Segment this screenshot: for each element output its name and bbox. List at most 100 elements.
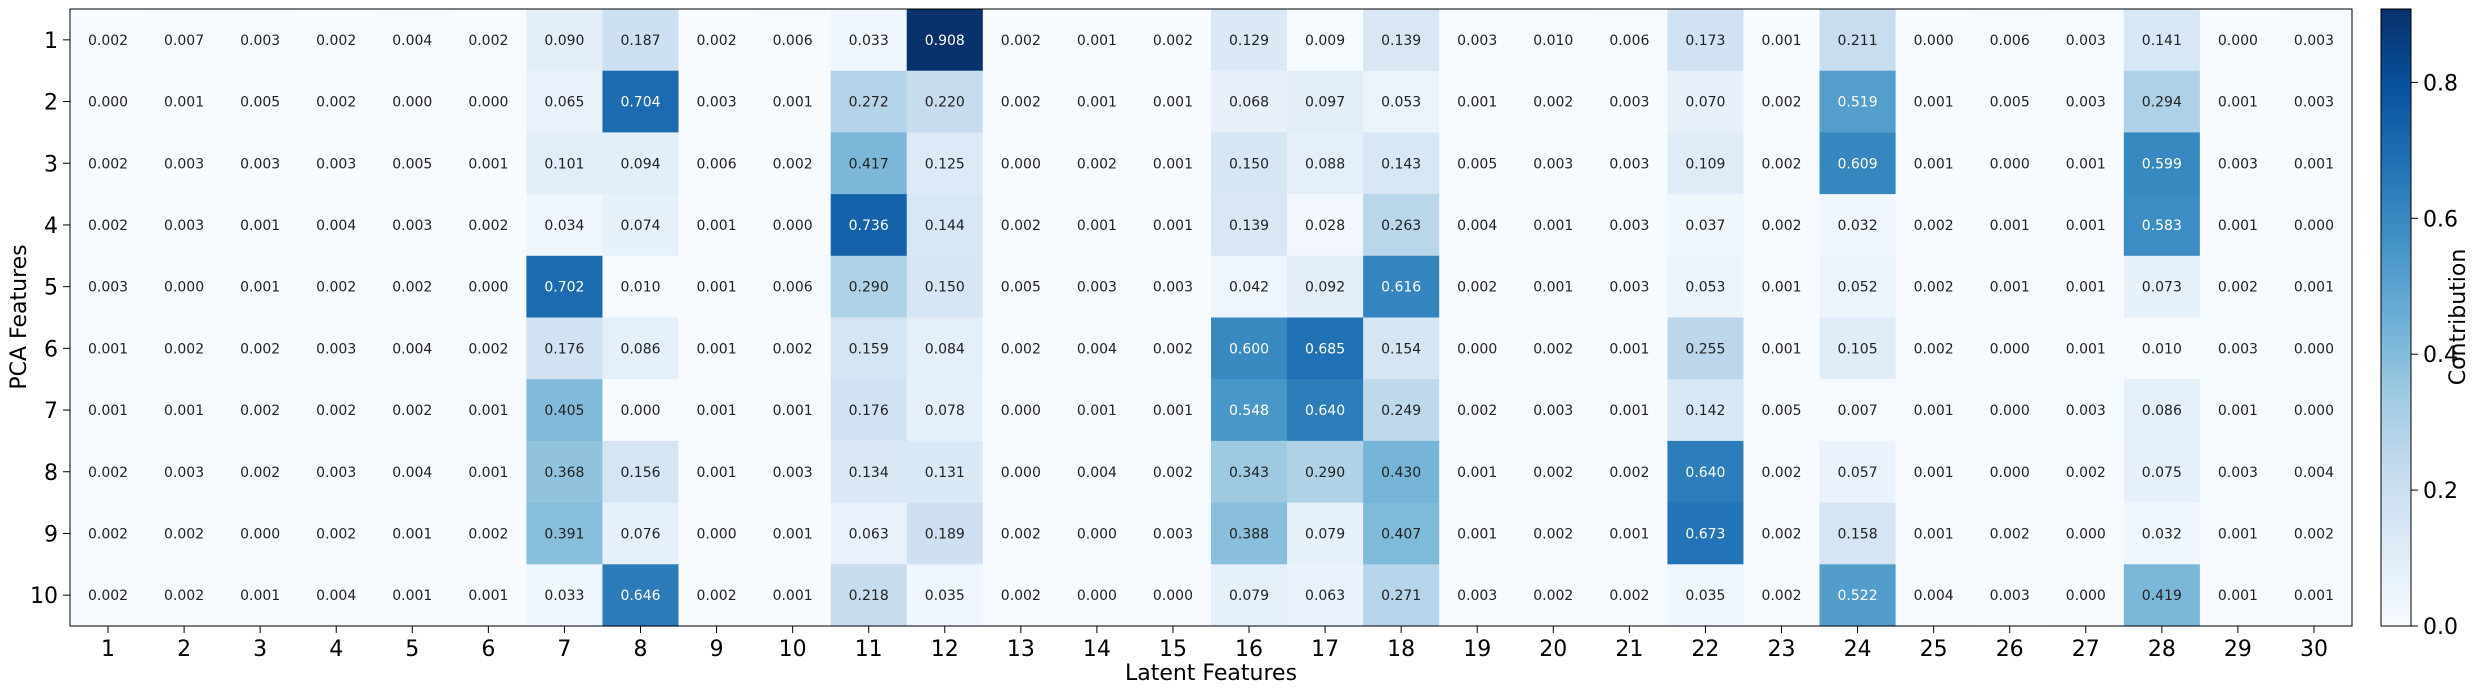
cell-value-label: 0.002	[1001, 588, 1041, 604]
cell-value-label: 0.090	[544, 33, 584, 49]
cell-value-label: 0.685	[1305, 341, 1345, 357]
cell-value-label: 0.006	[773, 33, 813, 49]
heatmap-cell	[678, 317, 756, 380]
heatmap-cell	[450, 379, 527, 442]
heatmap-cell	[754, 440, 832, 504]
heatmap-cell	[2123, 564, 2201, 627]
heatmap-cell	[2047, 70, 2125, 133]
cell-value-label: 0.000	[2066, 588, 2106, 604]
cell-value-label: 0.000	[392, 95, 432, 111]
heatmap-cell	[526, 317, 604, 380]
heatmap-cell	[70, 379, 147, 442]
cell-value-label: 0.001	[1990, 280, 2030, 296]
cell-value-label: 0.063	[1305, 588, 1345, 604]
heatmap-cell	[1819, 70, 1897, 133]
heatmap-cell	[298, 564, 375, 627]
cell-value-label: 0.417	[849, 156, 889, 172]
cell-value-label: 0.084	[925, 341, 965, 357]
cell-value-label: 0.001	[240, 280, 280, 296]
heatmap-cell	[222, 564, 299, 627]
heatmap-cell	[602, 502, 680, 565]
cell-value-label: 0.005	[1761, 403, 1801, 419]
cell-value-label: 0.003	[2066, 403, 2106, 419]
heatmap-cell	[1895, 564, 1973, 627]
heatmap-cell	[1211, 317, 1288, 380]
cell-value-label: 0.042	[1229, 280, 1269, 296]
heatmap-cell	[1211, 9, 1288, 72]
cell-value-label: 0.001	[468, 156, 508, 172]
cell-value-label: 0.002	[1761, 588, 1801, 604]
heatmap-cell	[298, 379, 375, 442]
x-tick-label: 24	[1844, 637, 1872, 662]
heatmap-cell	[146, 132, 223, 195]
colorbar-tick-label: 0.2	[2423, 479, 2458, 504]
cell-value-label: 0.000	[1001, 156, 1041, 172]
cell-value-label: 0.002	[88, 33, 128, 49]
heatmap-cell	[298, 70, 375, 133]
cell-value-label: 0.009	[1305, 33, 1345, 49]
heatmap-cell	[526, 70, 604, 133]
heatmap-cell	[222, 317, 299, 380]
heatmap-cell	[1895, 9, 1973, 72]
cell-value-label: 0.001	[164, 403, 204, 419]
heatmap-cell	[2123, 70, 2201, 133]
cell-value-label: 0.002	[316, 403, 356, 419]
cell-value-label: 0.004	[1457, 218, 1497, 234]
y-tick-label: 1	[44, 29, 58, 54]
heatmap-cell	[830, 440, 908, 504]
cell-value-label: 0.000	[1077, 588, 1117, 604]
heatmap-cell	[2275, 70, 2353, 133]
heatmap-cell	[1667, 255, 1745, 319]
cell-value-label: 0.033	[849, 33, 889, 49]
x-tick-label: 27	[2072, 637, 2100, 662]
heatmap-cell	[1971, 194, 2049, 257]
heatmap-cell	[374, 194, 451, 257]
heatmap-cell	[222, 9, 299, 72]
cell-value-label: 0.176	[544, 341, 584, 357]
cell-value-label: 0.001	[2294, 280, 2334, 296]
heatmap-cell	[1971, 9, 2049, 72]
cell-value-label: 0.002	[1761, 95, 1801, 111]
heatmap-cell	[526, 194, 604, 257]
heatmap-cell	[1819, 9, 1897, 72]
heatmap-cell	[1667, 132, 1745, 195]
heatmap-cell	[1363, 317, 1440, 380]
heatmap-cell	[678, 132, 756, 195]
heatmap-cell	[2199, 70, 2277, 133]
cell-value-label: 0.142	[1685, 403, 1725, 419]
cell-value-label: 0.003	[1609, 156, 1649, 172]
heatmap-cell	[1287, 440, 1364, 504]
heatmap-cells	[70, 9, 2353, 627]
cell-value-label: 0.154	[1381, 341, 1421, 357]
heatmap-cell	[754, 255, 832, 319]
heatmap-cell	[982, 255, 1060, 319]
heatmap-cell	[70, 502, 147, 565]
heatmap-cell	[1515, 379, 1592, 442]
cell-value-label: 0.343	[1229, 465, 1269, 481]
heatmap-cell	[1287, 70, 1364, 133]
heatmap-cell	[830, 379, 908, 442]
heatmap-cell	[2275, 194, 2353, 257]
cell-value-label: 0.079	[1229, 588, 1269, 604]
heatmap-cell	[1515, 317, 1592, 380]
cell-value-label: 0.010	[2142, 341, 2182, 357]
cell-value-label: 0.002	[697, 33, 737, 49]
cell-value-label: 0.001	[2066, 218, 2106, 234]
heatmap-cell	[906, 502, 984, 565]
heatmap-cell	[1667, 194, 1745, 257]
cell-value-label: 0.616	[1381, 280, 1421, 296]
cell-value-label: 0.220	[925, 95, 965, 111]
heatmap-cell	[2199, 502, 2277, 565]
heatmap-cell	[754, 502, 832, 565]
cell-value-label: 0.005	[1457, 156, 1497, 172]
heatmap-cell	[1287, 502, 1364, 565]
cell-value-label: 0.003	[1457, 588, 1497, 604]
cell-value-label: 0.002	[773, 156, 813, 172]
heatmap-cell	[1895, 132, 1973, 195]
cell-value-label: 0.035	[1685, 588, 1725, 604]
cell-value-label: 0.002	[240, 341, 280, 357]
heatmap-cell	[1439, 9, 1516, 72]
cell-value-label: 0.035	[925, 588, 965, 604]
heatmap-cell	[1211, 194, 1288, 257]
heatmap-cell	[1439, 132, 1516, 195]
